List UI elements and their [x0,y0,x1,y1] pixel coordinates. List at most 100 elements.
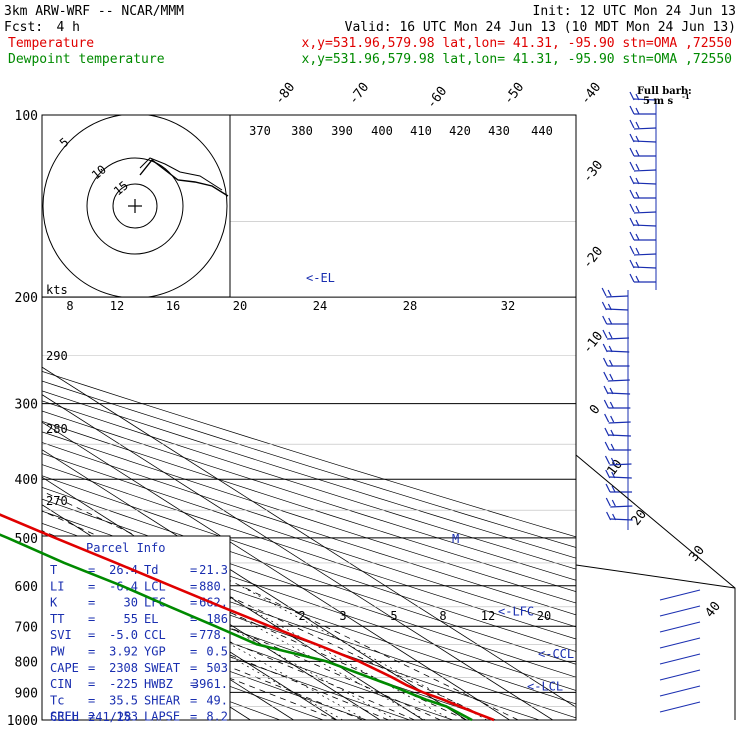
wind-barb-flag [605,483,611,493]
wind-barb-flag [610,443,615,451]
pressure-tick-label: 500 [15,532,38,547]
parcel-key: PW [50,645,65,659]
parcel-eq: = [88,579,95,593]
wind-barb-flag [604,455,611,465]
wind-barb-flag [629,161,635,171]
wind-barb-shaft [608,421,631,424]
hodograph-speed-label: 12 [110,299,124,313]
moist-adiabat-line [42,593,363,720]
parcel-key: CCL [144,628,166,642]
parcel-key: HWBZ [144,677,173,691]
wind-barb-flag [603,399,609,409]
wind-barb-flag [611,485,616,493]
parcel-value: 55 [124,612,138,626]
parcel-eq: = [190,677,197,691]
wind-barbs [575,91,736,720]
parcel-eq: = [88,710,95,724]
parcel-key: YGP [144,645,166,659]
wind-barb-shaft [606,308,629,311]
wind-barb-flag [602,329,608,339]
wind-barb-flag [601,301,607,311]
wind-barb-flag [610,415,615,423]
parcel-value: 35.5 [109,693,138,707]
parcel-key: Td [144,563,158,577]
parcel-key: CIN [50,677,72,691]
wind-barb-flag [608,331,613,339]
cell-label: CELL [50,710,79,724]
wind-barb-flag [608,345,613,353]
parcel-eq: = [88,563,95,577]
wind-barb-flag [635,177,640,185]
parcel-value: 3.92 [109,645,138,659]
wind-barb-flag [609,401,614,409]
parcel-key: CAPE [50,661,79,675]
parcel-key: K [50,596,58,610]
parcel-eq: = [190,563,197,577]
wind-barb-flag [604,441,610,451]
theta-label: 440 [531,124,553,138]
dewpoint-curve [0,533,473,722]
wind-barb-flag [610,457,616,465]
pressure-tick-label: 300 [15,398,38,413]
parcel-eq: = [88,612,95,626]
wind-barb-flag [635,275,640,283]
hodograph: 5 10 15 kts [41,114,231,298]
wind-barb-shaft [633,224,657,227]
wind-barb-flag [607,303,612,311]
parcel-key: TT [50,612,64,626]
wind-barb-flag [603,385,609,395]
cell-value: 241/28 [88,710,131,724]
parcel-value: 30 [124,596,138,610]
inset-frame-line [575,564,736,589]
wind-barb-shaft [633,253,657,256]
wind-barb-flag [608,359,614,367]
wind-barb-flag [635,107,640,115]
hodograph-speed-label: 16 [166,299,180,313]
barb-legend-title: Full barb: [637,86,692,97]
parcel-value: 153 [116,710,138,724]
mixing-ratio-label: 12 [481,609,495,623]
isotherm-line [42,366,576,708]
wind-barb-shaft [633,98,657,101]
wind-barb-flag [609,387,614,395]
wind-barb-flag [635,191,640,199]
pressure-tick-label: 600 [15,580,38,595]
temperature-meta: x,y=531.96,579.98 lat,lon= 41.31, -95.90… [302,36,732,51]
parcel-key: T [50,563,57,577]
pressure-tick-label: 100 [15,109,38,124]
pressure-tick-label: 1000 [7,714,38,729]
wind-barb-flag [602,357,609,367]
parcel-eq: = [88,596,95,610]
wind-barb-flag [605,469,611,479]
parcel-eq: = [88,661,95,675]
parcel-value: 2308 [109,661,138,675]
parcel-key: LI [50,579,64,593]
parcel-eq: = [190,661,197,675]
inset-barb [659,685,701,697]
wind-barb-shaft [633,182,657,185]
wind-barb-flag [629,175,635,185]
barb-legend-sup: -1 [682,92,690,101]
fcst-label: Fcst: [4,20,43,35]
theta-label: 430 [488,124,510,138]
wind-barb-shaft [610,518,633,521]
parcel-value: 880. [199,579,228,593]
parcel-value: 49. [206,693,228,707]
wind-barb-flag [629,105,635,115]
wind-barb-shaft [606,295,629,298]
wind-barb-flag [635,93,640,101]
wind-barb-shaft [633,266,657,269]
wind-barb-flag [629,231,635,241]
temperature-curve [0,513,495,722]
valid-time: Valid: 16 UTC Mon 24 Jun 13 (10 MDT Mon … [345,20,736,35]
model-title: 3km ARW-WRF -- NCAR/MMM [4,4,184,19]
parcel-key: SVI [50,628,72,642]
parcel-eq: = [88,628,95,642]
mixing-ratio-label: 5 [390,609,397,623]
parcel-key: SHEAR [144,693,181,707]
wind-barb-flag [612,513,617,521]
wind-barb-flag [629,273,635,283]
wind-barb-flag [635,121,640,129]
inset-barb [659,589,701,601]
wind-barb-flag [629,217,635,227]
